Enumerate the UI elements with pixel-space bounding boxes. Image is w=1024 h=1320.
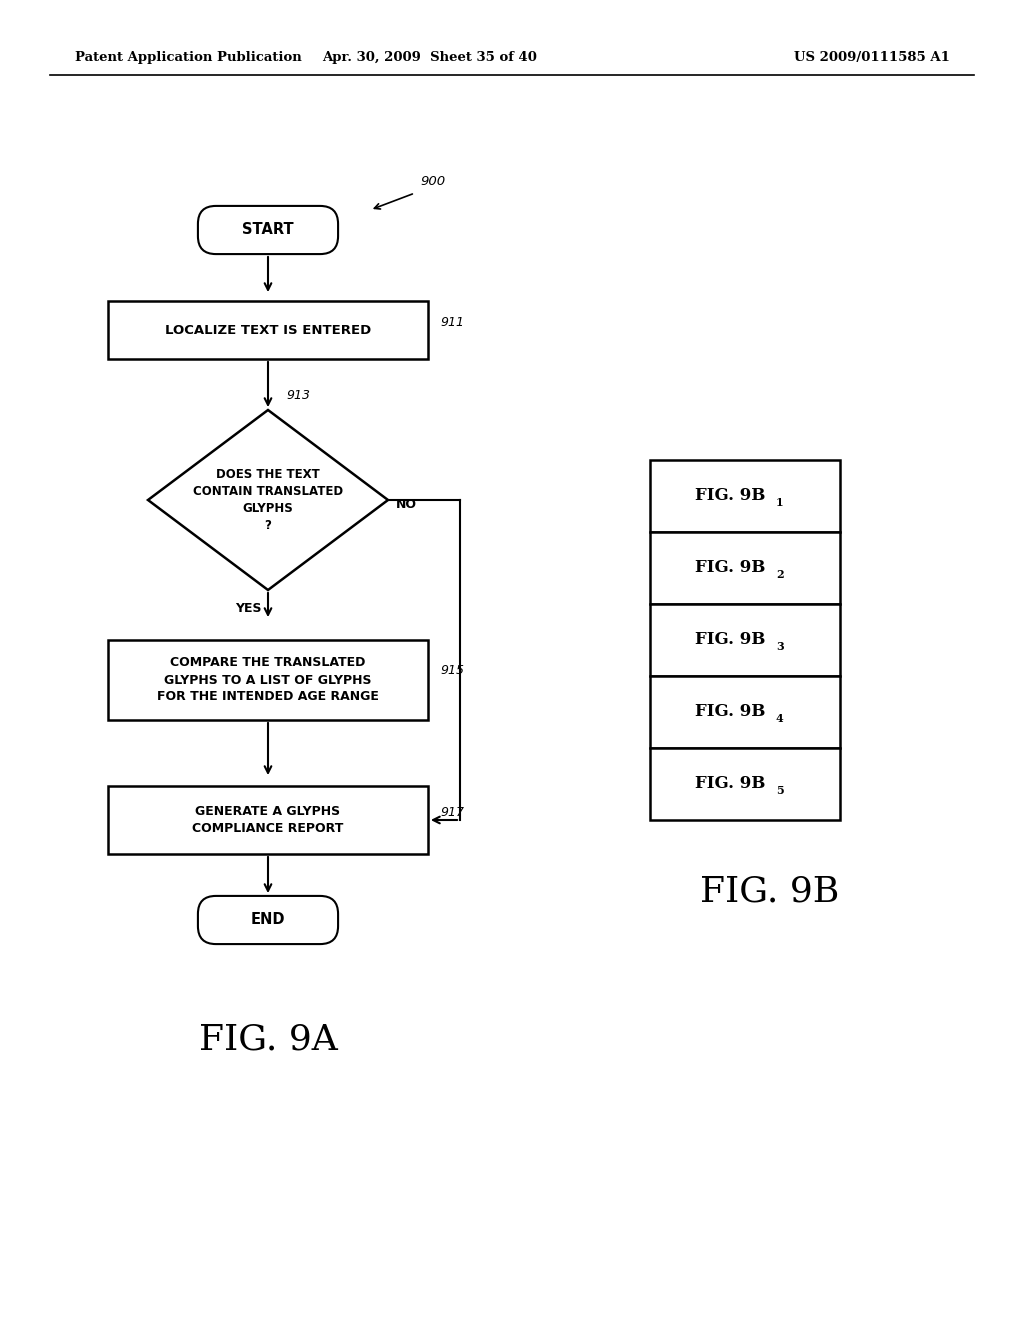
Text: 2: 2 (776, 569, 783, 579)
Text: 1: 1 (776, 496, 783, 507)
Text: Apr. 30, 2009  Sheet 35 of 40: Apr. 30, 2009 Sheet 35 of 40 (323, 51, 538, 65)
Text: LOCALIZE TEXT IS ENTERED: LOCALIZE TEXT IS ENTERED (165, 323, 371, 337)
Text: GENERATE A GLYPHS
COMPLIANCE REPORT: GENERATE A GLYPHS COMPLIANCE REPORT (193, 805, 344, 836)
Text: FIG. 9B: FIG. 9B (694, 631, 765, 648)
Bar (108, 785, 428, 854)
Text: NO: NO (396, 498, 417, 511)
Text: 915: 915 (440, 664, 464, 676)
Polygon shape (148, 411, 388, 590)
FancyBboxPatch shape (198, 896, 338, 944)
Bar (108, 640, 428, 719)
Text: COMPARE THE TRANSLATED
GLYPHS TO A LIST OF GLYPHS
FOR THE INTENDED AGE RANGE: COMPARE THE TRANSLATED GLYPHS TO A LIST … (157, 656, 379, 704)
Text: END: END (251, 912, 286, 928)
Text: FIG. 9B: FIG. 9B (694, 487, 765, 504)
FancyBboxPatch shape (198, 206, 338, 253)
Text: 3: 3 (776, 640, 783, 652)
Text: FIG. 9B: FIG. 9B (694, 704, 765, 721)
Bar (650, 459, 840, 532)
Text: START: START (243, 223, 294, 238)
Bar (108, 301, 428, 359)
Bar (650, 676, 840, 748)
Bar (650, 532, 840, 605)
Text: FIG. 9B: FIG. 9B (694, 776, 765, 792)
Text: FIG. 9B: FIG. 9B (700, 875, 840, 909)
Text: 913: 913 (286, 389, 310, 403)
Text: US 2009/0111585 A1: US 2009/0111585 A1 (795, 51, 950, 65)
Bar (650, 748, 840, 820)
Text: Patent Application Publication: Patent Application Publication (75, 51, 302, 65)
Bar (650, 605, 840, 676)
Text: 4: 4 (776, 713, 783, 723)
Text: 5: 5 (776, 784, 783, 796)
Text: FIG. 9A: FIG. 9A (199, 1023, 337, 1057)
Text: YES: YES (234, 602, 261, 615)
Text: 917: 917 (440, 805, 464, 818)
Text: 900: 900 (420, 176, 445, 187)
Text: FIG. 9B: FIG. 9B (694, 560, 765, 577)
Text: 911: 911 (440, 315, 464, 329)
Text: DOES THE TEXT
CONTAIN TRANSLATED
GLYPHS
?: DOES THE TEXT CONTAIN TRANSLATED GLYPHS … (193, 469, 343, 532)
